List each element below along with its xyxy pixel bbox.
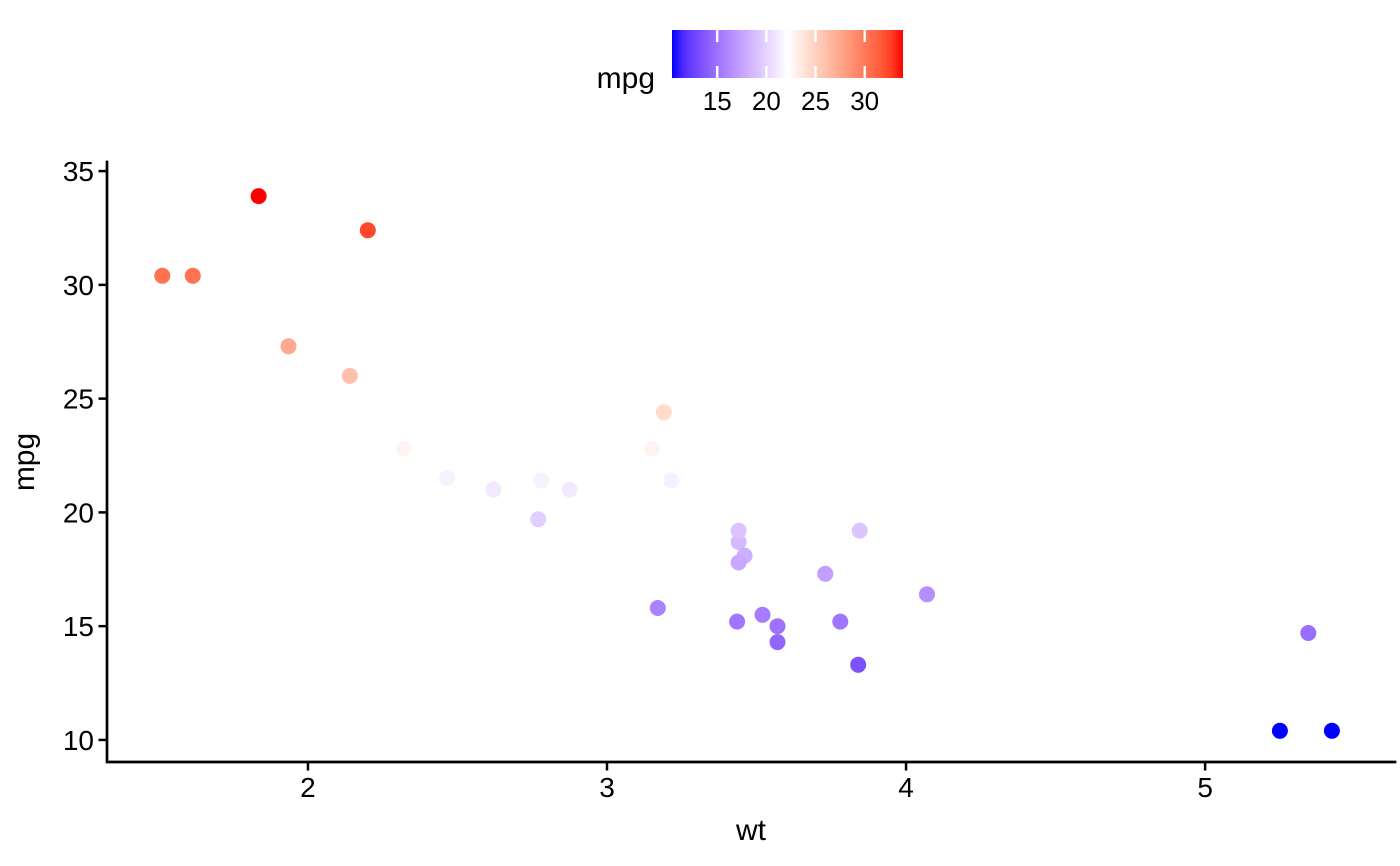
colorbar — [672, 30, 903, 78]
data-point — [655, 404, 672, 421]
legend-title: mpg — [596, 62, 655, 95]
y-axis: 10 15 20 25 30 35 — [63, 156, 107, 756]
data-point — [1271, 722, 1288, 739]
data-point — [730, 554, 747, 571]
data-point — [184, 267, 201, 284]
colorbar-tick-label: 15 — [703, 86, 732, 116]
data-point — [729, 613, 746, 630]
data-point — [439, 470, 455, 487]
data-point — [154, 267, 171, 284]
data-point — [1323, 722, 1340, 739]
data-point — [769, 618, 786, 635]
data-point — [280, 338, 297, 355]
data-point — [395, 440, 412, 457]
data-point — [817, 565, 834, 582]
data-point — [769, 634, 786, 651]
data-point — [530, 511, 547, 528]
data-point — [649, 600, 666, 616]
x-tick-label: 3 — [599, 772, 615, 803]
data-point — [832, 613, 849, 630]
data-point — [533, 472, 550, 489]
data-point — [663, 472, 680, 489]
data-point — [851, 522, 868, 539]
y-axis-title: mpg — [8, 432, 41, 492]
y-tick-label: 20 — [63, 497, 94, 528]
x-tick-label: 4 — [898, 772, 914, 803]
data-point — [485, 481, 502, 498]
colorbar-tick-label: 30 — [850, 86, 879, 116]
data-point — [359, 222, 376, 239]
data-point — [1300, 625, 1317, 641]
data-point — [730, 534, 747, 550]
x-tick-label: 5 — [1197, 772, 1213, 803]
data-point — [730, 522, 747, 539]
axis-lines — [105, 160, 1397, 764]
y-tick-label: 35 — [63, 156, 94, 187]
data-point — [561, 481, 578, 498]
points-layer — [154, 188, 1340, 739]
y-tick-label: 30 — [63, 270, 94, 301]
data-point — [850, 656, 867, 673]
data-point — [754, 606, 771, 623]
y-tick-label: 25 — [63, 384, 94, 415]
data-point — [919, 586, 935, 603]
y-tick-label: 15 — [63, 611, 94, 642]
colorbar-tick-label: 20 — [752, 86, 781, 116]
x-tick-label: 2 — [300, 772, 316, 803]
x-axis: 2 3 4 5 — [300, 762, 1213, 803]
data-point — [341, 367, 358, 384]
data-point — [643, 440, 660, 457]
data-point — [250, 188, 267, 205]
y-tick-label: 10 — [63, 725, 94, 756]
colorbar-legend: 15 20 25 30 — [672, 30, 903, 116]
colorbar-tick-label: 25 — [801, 86, 830, 116]
x-axis-title: wt — [736, 814, 766, 847]
